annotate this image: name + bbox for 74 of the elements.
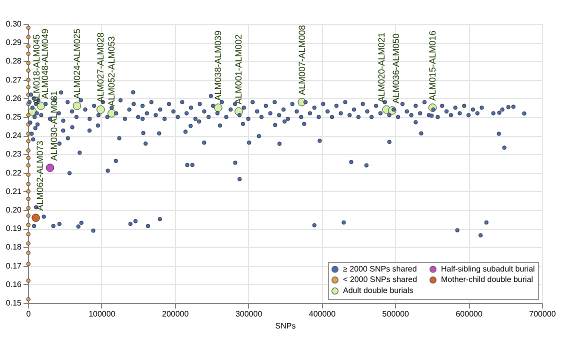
y-tick-label: 0.15 [6, 298, 22, 308]
y-tick-label: 0.23 [6, 150, 22, 159]
annotation: ALM007-ALM008 [296, 25, 307, 96]
y-tick-label: 0.27 [6, 75, 22, 84]
point [26, 206, 30, 210]
x-tick-label: 400000 [308, 310, 336, 318]
point [26, 68, 30, 73]
annotation: ALM052-ALM053 [106, 36, 117, 106]
y-tick-label: 0.30 [6, 20, 22, 28]
y-tick-label: 0.26 [6, 94, 22, 103]
point [26, 163, 30, 168]
annotation: ALM024-ALM025 [72, 28, 82, 99]
point [26, 241, 30, 246]
annotation: ALM036-ALM050 [391, 33, 402, 104]
x-tick-label: 100000 [88, 310, 116, 318]
annotation: ALM001-ALM002 [234, 34, 244, 104]
point [26, 189, 30, 194]
x-tick-label: 0 [26, 310, 32, 318]
point [72, 102, 82, 110]
point [32, 214, 40, 222]
legend-label: Adult double burials [343, 286, 414, 295]
point [26, 113, 30, 118]
point [26, 182, 30, 186]
point [26, 297, 30, 302]
y-tick-label: 0.25 [6, 112, 22, 122]
point [26, 232, 30, 236]
legend-label: Half-sibling subadult burial [441, 264, 536, 274]
y-tick-label: 0.17 [6, 261, 22, 270]
y-tick-label: 0.24 [6, 131, 22, 140]
legend-label: < 2000 SNPs shared [343, 275, 418, 284]
point [26, 213, 30, 218]
y-tick-label: 0.29 [6, 38, 22, 48]
point [26, 85, 30, 90]
point [26, 26, 30, 30]
annotation: ALM030-ALM031 [49, 90, 60, 161]
point [26, 222, 30, 227]
y-tick-label: 0.16 [6, 280, 22, 289]
point [26, 250, 30, 255]
point [26, 278, 30, 283]
annotation: ALM048-ALM049 [40, 28, 50, 99]
point [96, 105, 105, 114]
y-tick-label: 0.19 [6, 224, 22, 234]
legend-label: ≥ 2000 SNPs shared [343, 264, 417, 274]
point [26, 44, 30, 48]
y-tick-label: 0.20 [6, 206, 22, 214]
point [26, 196, 30, 201]
y-tick-label: 0.28 [6, 56, 22, 66]
point [26, 78, 30, 82]
point [26, 60, 30, 66]
y-tick-label: 0.21 [6, 186, 22, 196]
x-tick-label: 300000 [235, 310, 263, 318]
point [26, 156, 30, 160]
point [26, 262, 30, 266]
point [26, 34, 30, 40]
annotation: ALM027-ALM028 [96, 32, 106, 103]
x-tick-label: 200000 [162, 310, 190, 318]
legend-label: Mother-child double burial [441, 275, 534, 284]
x-tick-label: 700000 [529, 310, 556, 318]
point [46, 164, 54, 172]
x-axis-title: SNPs [275, 322, 296, 330]
annotation: ALM018-ALM045 [31, 34, 42, 104]
y-tick-label: 0.22 [6, 168, 22, 178]
annotation: ALM038-ALM039 [213, 30, 224, 101]
y-tick-label: 0.18 [6, 242, 22, 252]
point [26, 148, 30, 153]
x-tick-label: 600000 [456, 310, 483, 318]
point [214, 104, 222, 112]
point [26, 52, 30, 56]
point [26, 172, 30, 177]
point [26, 139, 30, 144]
annotation: ALM020-ALM021 [376, 32, 386, 103]
x-tick-label: 500000 [382, 310, 410, 318]
annotation: ALM015-ALM016 [428, 30, 438, 101]
annotation: ALM062-ALM073 [34, 140, 45, 211]
